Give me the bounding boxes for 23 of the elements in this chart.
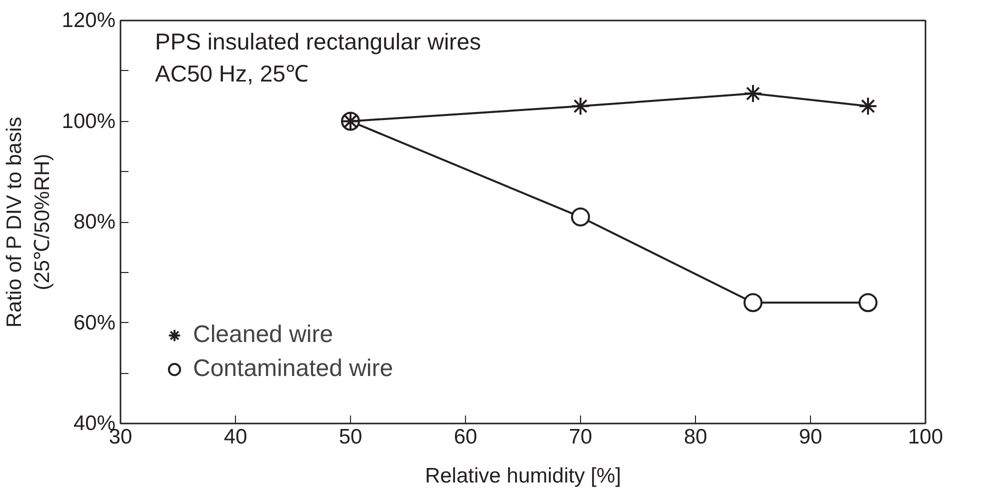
y-tick-label: 120% xyxy=(62,9,116,32)
annotation: AC50 Hz, 25℃ xyxy=(155,60,308,86)
point xyxy=(744,84,762,104)
y-tick-label: 80% xyxy=(73,210,116,234)
x-tick-label: 90 xyxy=(798,426,822,448)
x-tick-label: 40 xyxy=(224,426,248,448)
point xyxy=(744,293,762,312)
x-tick-label: 50 xyxy=(338,426,362,448)
legend-label: Cleaned wire xyxy=(193,321,334,349)
x-tick-label: 60 xyxy=(454,426,478,448)
point xyxy=(571,96,590,116)
y-tick-label: 100% xyxy=(62,110,116,133)
point xyxy=(858,293,878,312)
x-tick-label: 100 xyxy=(908,426,944,448)
y-tick-label: 60% xyxy=(73,311,116,334)
x-tick-label: 70 xyxy=(568,426,592,448)
y-axis-title: Ratio of P DIV to basis (25℃/50%RH) xyxy=(3,116,54,328)
point xyxy=(858,96,878,116)
annotation: PPS insulated rectangular wires xyxy=(155,28,481,54)
x-axis-title: Relative humidity [%] xyxy=(424,464,622,488)
point xyxy=(571,207,590,226)
x-tick-label: 80 xyxy=(684,426,708,448)
legend-label: Contaminated wire xyxy=(193,355,394,383)
